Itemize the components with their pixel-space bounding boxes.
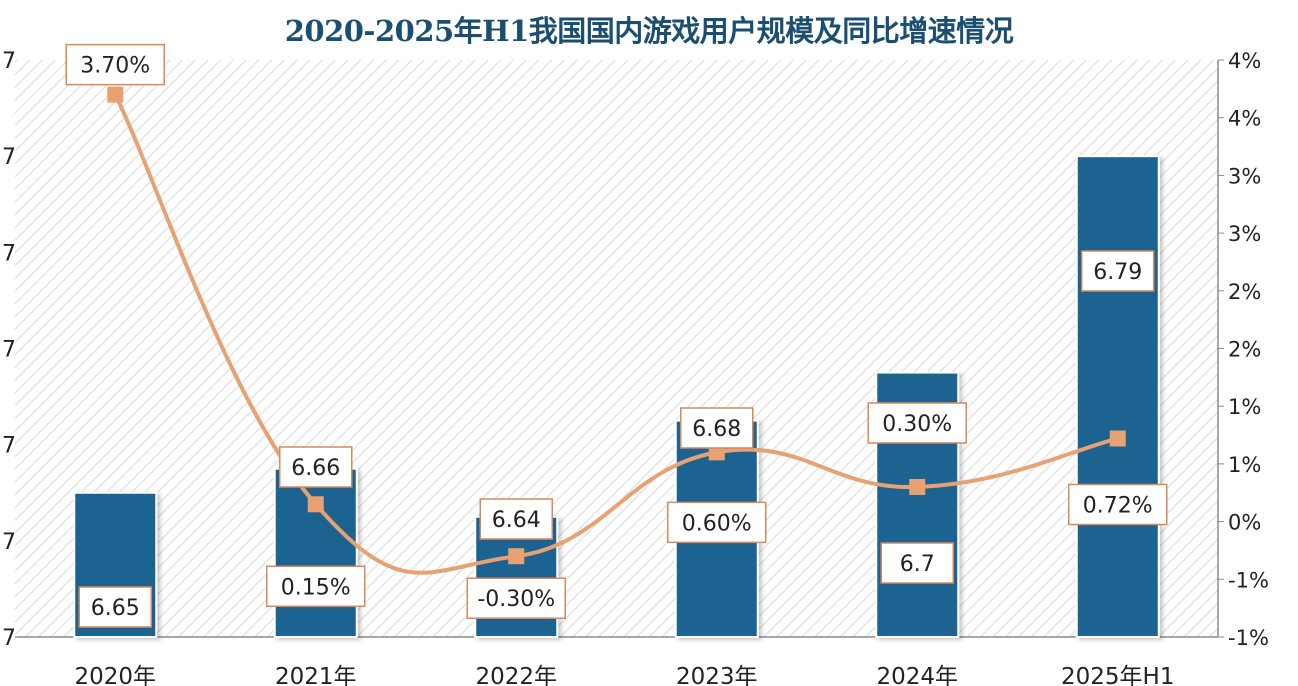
right-tick-label: 0%	[1228, 511, 1261, 535]
chart-title: 2020-2025年H1我国国内游戏用户规模及同比增速情况	[284, 14, 1014, 48]
bar-data-label: 6.7	[900, 552, 935, 577]
bar-data-label-box	[279, 446, 353, 488]
x-tick-label: 2023年	[676, 664, 758, 686]
bar[interactable]	[1075, 155, 1160, 639]
right-tick-label: -1%	[1228, 626, 1269, 650]
bar-data-label-box	[880, 542, 954, 584]
x-tick-label: 2025年H1	[1061, 664, 1174, 686]
bar-data-label: 6.68	[692, 417, 741, 442]
left-tick-label: 7	[2, 145, 16, 170]
right-tick-label: 3%	[1228, 164, 1261, 188]
line-marker[interactable]	[508, 548, 525, 565]
line-data-label: 0.60%	[682, 511, 752, 536]
left-tick-label: 7	[2, 530, 16, 555]
bar-data-label: 6.65	[91, 596, 140, 621]
line-data-label-box	[1068, 483, 1168, 526]
line-marker[interactable]	[307, 496, 324, 513]
left-tick-label: 7	[2, 49, 16, 74]
bar-data-label-box	[680, 407, 754, 449]
line-data-label-box	[65, 43, 165, 86]
x-tick-label: 2024年	[876, 664, 958, 686]
line-marker[interactable]	[909, 478, 926, 495]
x-tick-label: 2020年	[74, 664, 156, 686]
left-tick-label: 7	[2, 626, 16, 651]
left-tick-label: 7	[2, 434, 16, 459]
line-data-label-box	[667, 501, 767, 544]
bar-data-label-box	[78, 586, 152, 628]
left-tick-label: 7	[2, 338, 16, 363]
right-tick-label: -1%	[1228, 568, 1269, 592]
line-data-label-box	[867, 402, 967, 444]
x-tick-label: 2021年	[275, 664, 357, 686]
bar-data-label-box	[479, 498, 553, 540]
bar-data-label: 6.64	[492, 508, 541, 533]
line-data-label: 0.15%	[281, 575, 351, 600]
line-data-label-box	[266, 565, 366, 608]
right-tick-label: 4%	[1228, 107, 1261, 131]
bar-data-label: 6.79	[1093, 260, 1142, 285]
right-tick-label: 2%	[1228, 280, 1261, 304]
right-tick-label: 1%	[1228, 395, 1261, 419]
line-data-label: 3.70%	[80, 54, 150, 79]
x-tick-label: 2022年	[475, 664, 557, 686]
plot-background	[15, 60, 1218, 637]
line-marker[interactable]	[107, 86, 124, 103]
bar-data-label: 6.66	[291, 456, 340, 481]
right-tick-label: 2%	[1228, 338, 1261, 362]
line-data-label: 0.30%	[882, 412, 952, 437]
bar-data-label-box	[1081, 250, 1155, 292]
right-tick-label: 1%	[1228, 453, 1261, 477]
bar[interactable]	[273, 467, 358, 639]
line-marker[interactable]	[1109, 430, 1126, 447]
right-tick-label: 4%	[1228, 49, 1261, 73]
line-data-label: -0.30%	[477, 587, 555, 612]
line-data-label-box	[466, 577, 566, 619]
right-tick-label: 3%	[1228, 222, 1261, 246]
line-data-label: 0.72%	[1083, 494, 1153, 519]
left-tick-label: 7	[2, 241, 16, 266]
